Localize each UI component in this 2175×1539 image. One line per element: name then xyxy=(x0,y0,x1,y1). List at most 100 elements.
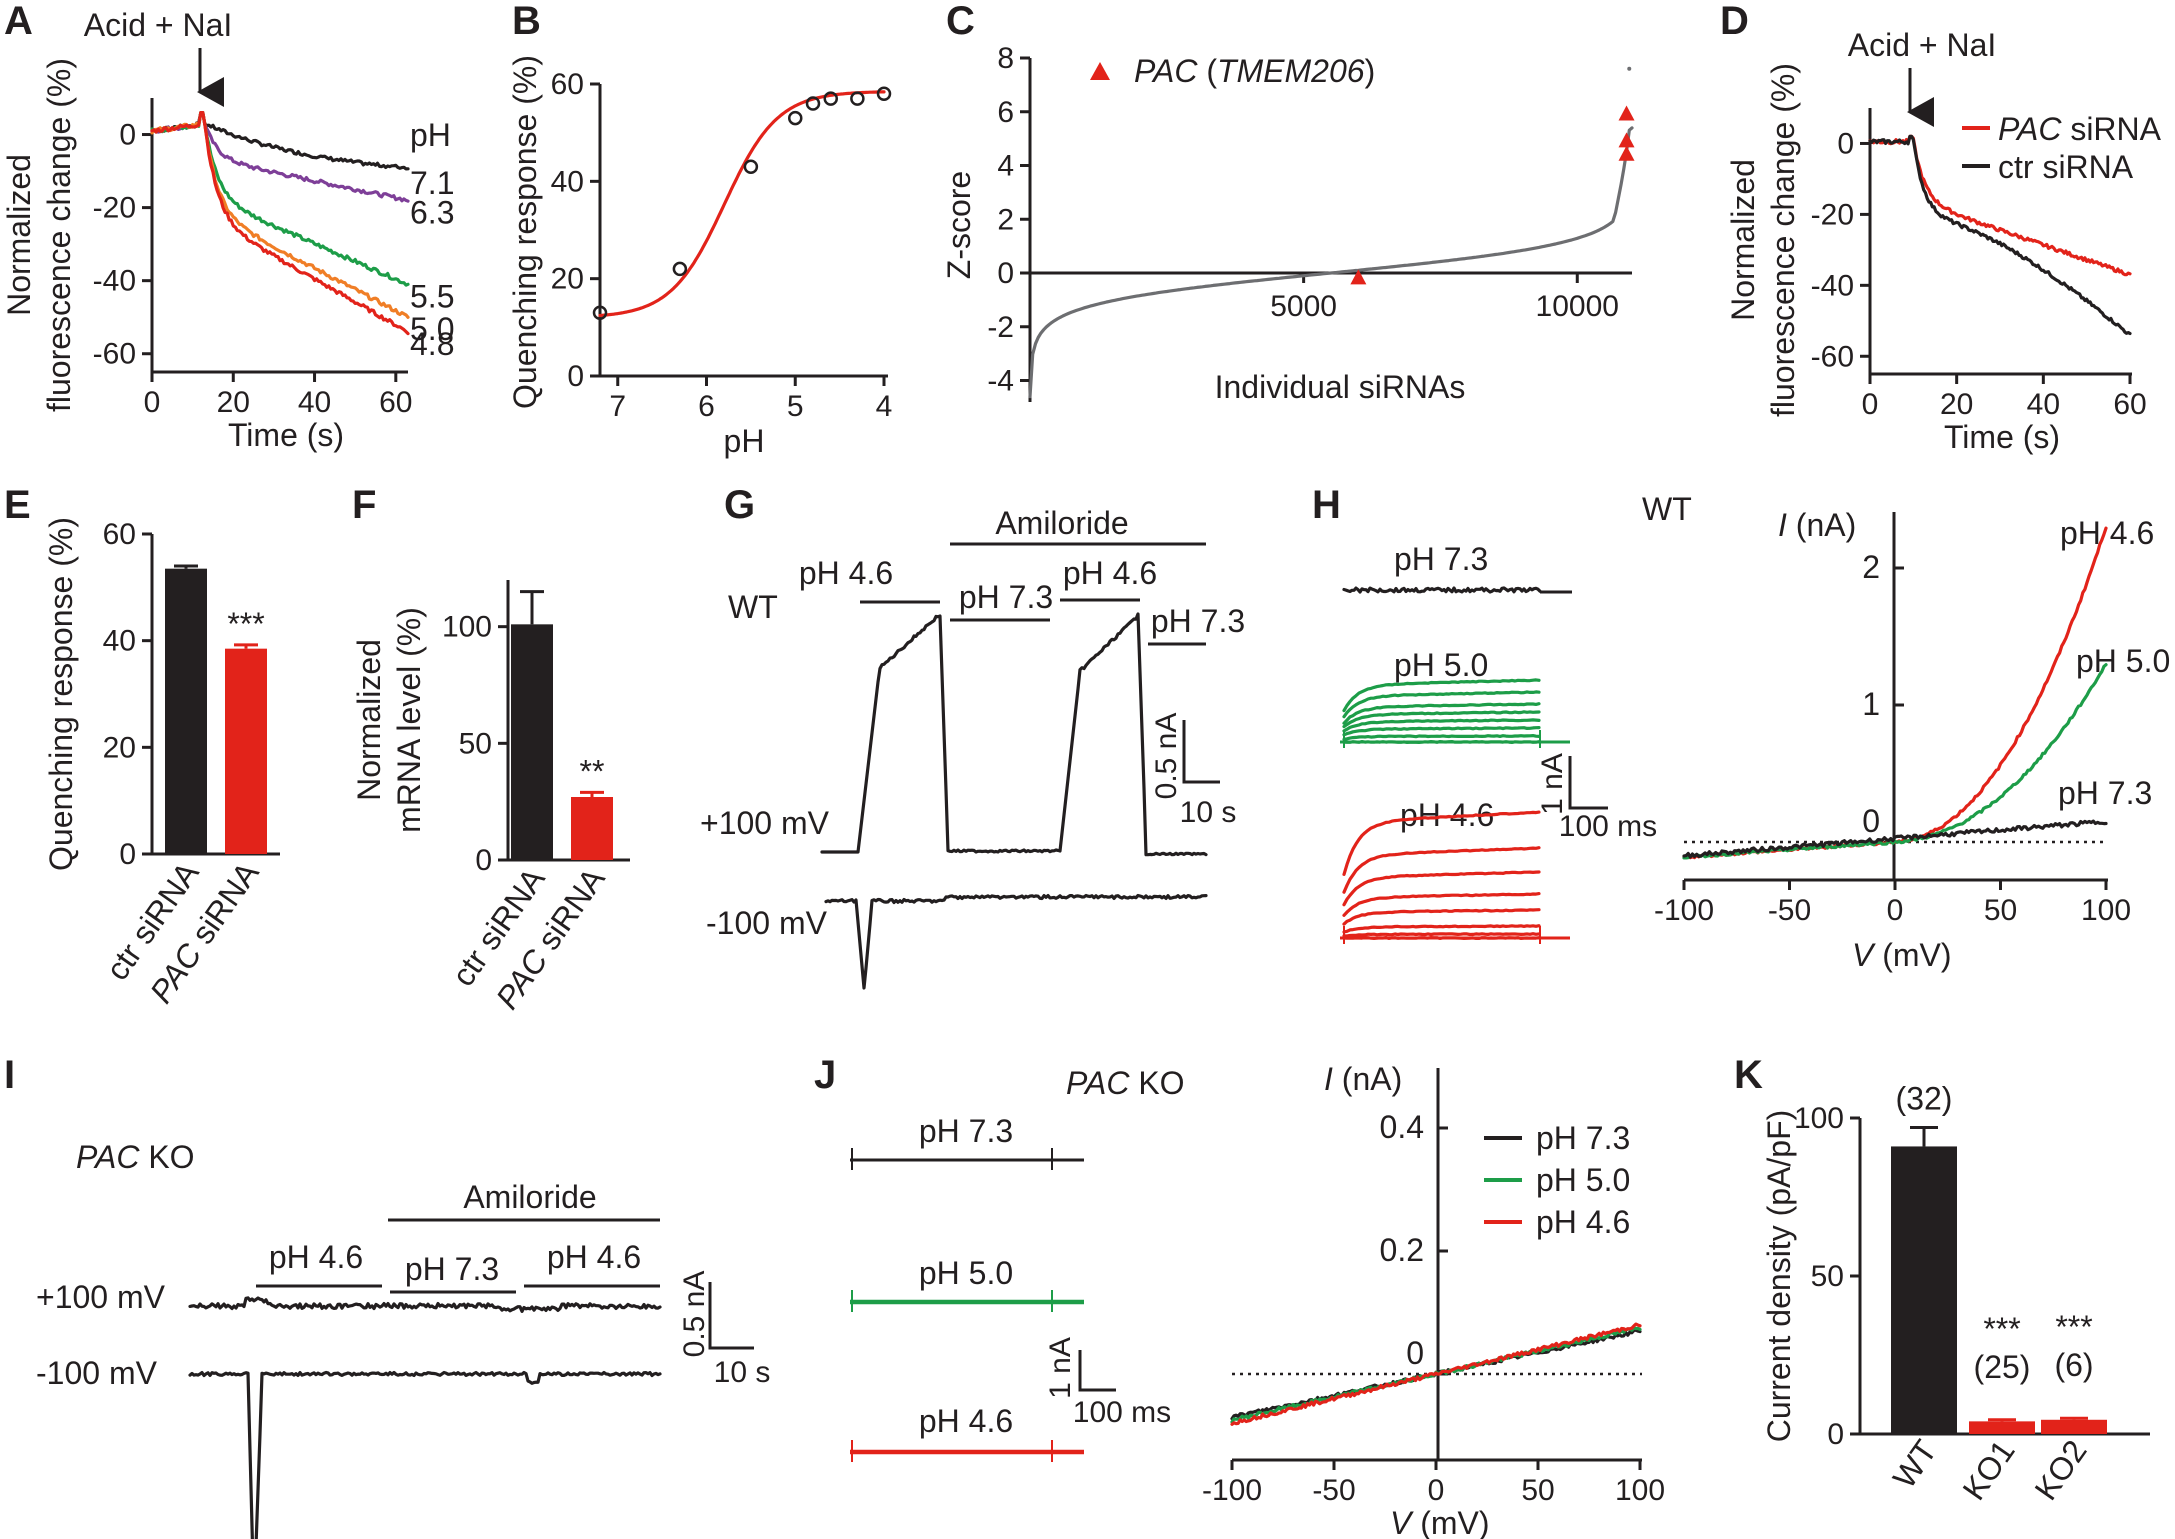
f-ylabel-2: mRNA level (%) xyxy=(391,607,427,833)
a-y-ticklabel: 0 xyxy=(119,119,136,152)
j-y-ticklabel: 0 xyxy=(1406,1335,1424,1371)
j-xlabel-sym: V xyxy=(1390,1505,1414,1539)
f-significance: ** xyxy=(580,753,605,789)
panel-label-e: E xyxy=(4,483,31,527)
d-ticks: 0-20-40-600 20 40 60 xyxy=(1811,127,2147,421)
h-iv-traces: pH 4.6 pH 5.0 pH 7.3 xyxy=(1682,515,2170,860)
k-ylabel: Current density (pA/pF) xyxy=(1761,1110,1797,1443)
a-ylabel: Normalized fluorescence change (%) xyxy=(1,58,77,412)
g-scale-s: 10 s xyxy=(1180,796,1237,829)
a-y-ticklabel: -20 xyxy=(93,192,136,225)
h-ph50-step-4 xyxy=(1342,710,1541,729)
h-y-ticklabel: 1 xyxy=(1862,686,1880,722)
b-point xyxy=(823,91,838,106)
panel-label-b: B xyxy=(512,0,541,43)
j-x-ticklabel: 50 xyxy=(1521,1474,1554,1507)
k-bars: (32)WT(25)***KO1(6)***KO2 xyxy=(1886,1080,2107,1506)
h-iv-label-1: pH 5.0 xyxy=(2076,643,2170,679)
j-ticks: -100 -50 0 50 100 0 0.2 0.4 xyxy=(1202,1109,1665,1507)
k-bar-KO1 xyxy=(1969,1421,2035,1434)
a-y-ticklabel: -60 xyxy=(93,338,136,371)
b-y-ticklabel: 60 xyxy=(551,68,584,101)
c-plot xyxy=(1028,66,1635,399)
d-x-ticklabel: 20 xyxy=(1940,388,1973,421)
k-y-ticklabel: 50 xyxy=(1811,1260,1844,1293)
h-x-ticklabel: 50 xyxy=(1984,894,2017,927)
g-ph46-1: pH 4.6 xyxy=(799,555,893,591)
a-x-ticklabel: 60 xyxy=(379,386,412,419)
h-ph50: pH 5.0 xyxy=(1394,647,1488,683)
j-x-ticklabel: 0 xyxy=(1428,1474,1445,1507)
g-ph73-1: pH 7.3 xyxy=(959,579,1053,615)
a-annotation: Acid + NaI xyxy=(84,7,233,43)
a-axes xyxy=(150,98,408,374)
a-series-7.1 xyxy=(150,111,410,171)
b-ylabel: Quenching response (%) xyxy=(507,55,543,409)
g-trace-minus100 xyxy=(824,893,1208,990)
h-scale-na: 1 nA xyxy=(1536,753,1569,815)
i-minus100: -100 mV xyxy=(36,1355,158,1391)
c-x-ticklabel: 5000 xyxy=(1270,290,1337,323)
a-x-ticklabel: 20 xyxy=(217,386,250,419)
j-scale-ms: 100 ms xyxy=(1073,1396,1171,1429)
k-n: (6) xyxy=(2054,1347,2093,1383)
f-bar-1 xyxy=(571,797,613,860)
panel-a: Acid + NaI 0-20-40-600 20 40 60 Normalized … xyxy=(1,7,454,453)
i-ph73: pH 7.3 xyxy=(405,1251,499,1287)
j-xlabel-unit: (mV) xyxy=(1420,1505,1489,1539)
e-y-ticklabel: 40 xyxy=(103,625,136,658)
d-ylabel-1: Normalized xyxy=(1725,159,1761,321)
k-category: KO1 xyxy=(1956,1433,2022,1506)
d-legend-pac-sirna: siRNA xyxy=(2070,111,2161,147)
i-scale-na: 0.5 nA xyxy=(678,1271,711,1358)
h-scale-ms: 100 ms xyxy=(1559,810,1657,843)
h-ticks: -100 -50 0 50 100 1 2 0 xyxy=(1654,549,2131,927)
i-ph46-1: pH 4.6 xyxy=(269,1239,363,1275)
h-ph50-step-5 xyxy=(1342,702,1541,725)
panel-b: 0 20 40 60 7 6 5 4 Quenching response (%) pH xyxy=(507,55,892,459)
c-pac-marker xyxy=(1618,132,1635,148)
b-point xyxy=(876,86,892,101)
h-xlabel-sym: V xyxy=(1852,937,1876,973)
c-y-ticklabel: 4 xyxy=(997,150,1014,183)
k-significance: *** xyxy=(2055,1309,2092,1345)
j-scalebar xyxy=(1078,1350,1116,1392)
i-title-pac: PAC xyxy=(76,1139,140,1175)
a-x-ticklabel: 0 xyxy=(144,386,161,419)
h-ylabel-unit: (nA) xyxy=(1796,507,1856,543)
a-ticks: 0-20-40-600 20 40 60 xyxy=(93,119,413,419)
c-pac-marker xyxy=(1618,145,1635,161)
h-iv-label-2: pH 7.3 xyxy=(2058,775,2152,811)
j-x-ticklabel: -50 xyxy=(1312,1474,1355,1507)
panel-i: PAC KO Amiloride pH 4.6 pH 7.3 pH 4.6 +1… xyxy=(36,1139,770,1539)
e-bar-0 xyxy=(165,568,207,854)
f-y-ticklabel: 100 xyxy=(442,611,492,644)
panel-label-i: I xyxy=(4,1053,15,1097)
e-bar-1 xyxy=(225,648,267,854)
c-x-ticklabel: 10000 xyxy=(1536,290,1619,323)
b-point xyxy=(672,261,688,277)
a-ylabel-2: fluorescence change (%) xyxy=(41,58,77,412)
g-amiloride: Amiloride xyxy=(995,505,1128,541)
j-legend: pH 7.3 pH 5.0 pH 4.6 xyxy=(1484,1120,1630,1240)
h-ph46-step-6 xyxy=(1342,846,1541,894)
panel-label-f: F xyxy=(352,483,376,527)
k-significance: *** xyxy=(1983,1311,2020,1347)
i-amiloride: Amiloride xyxy=(463,1179,596,1215)
k-y-ticklabel: 0 xyxy=(1827,1418,1844,1451)
i-scalebar xyxy=(708,1282,754,1350)
d-x-ticklabel: 0 xyxy=(1862,388,1879,421)
b-ticks: 0 20 40 60 7 6 5 4 xyxy=(551,68,893,423)
h-ph50-step-3 xyxy=(1342,718,1541,733)
j-iv-traces xyxy=(1230,1322,1642,1426)
d-y-ticklabel: -60 xyxy=(1811,340,1854,373)
b-point xyxy=(805,96,821,111)
j-step-traces xyxy=(850,1148,1084,1462)
j-title: PAC KO xyxy=(1066,1065,1185,1101)
j-ph50: pH 5.0 xyxy=(919,1255,1013,1291)
a-y-ticklabel: -40 xyxy=(93,265,136,298)
a-xlabel: Time (s) xyxy=(228,417,344,453)
c-y-ticklabel: -4 xyxy=(987,365,1014,398)
g-plus100: +100 mV xyxy=(700,805,830,841)
